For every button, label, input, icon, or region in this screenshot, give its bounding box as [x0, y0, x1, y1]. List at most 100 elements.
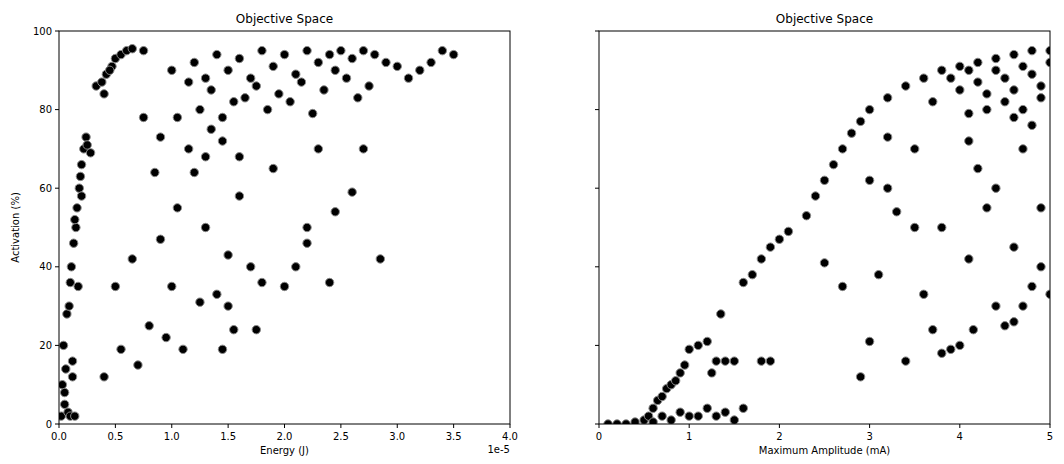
point — [974, 58, 982, 66]
point — [63, 310, 71, 318]
point — [168, 282, 176, 290]
point — [1010, 318, 1018, 326]
point — [314, 58, 322, 66]
point — [196, 105, 204, 113]
point — [275, 90, 283, 98]
point — [911, 223, 919, 231]
point — [802, 212, 810, 220]
point — [65, 302, 73, 310]
point — [376, 255, 384, 263]
point — [100, 373, 108, 381]
point — [757, 255, 765, 263]
x-tick-label: 0.5 — [107, 431, 123, 442]
point — [739, 404, 747, 412]
x-tick — [228, 424, 229, 428]
point — [230, 325, 238, 333]
x-offset-text: 1e-5 — [488, 444, 511, 455]
point — [649, 418, 657, 424]
point — [811, 192, 819, 200]
point — [59, 381, 67, 389]
point — [1037, 82, 1045, 90]
point — [71, 215, 79, 223]
point — [712, 412, 720, 420]
point — [280, 282, 288, 290]
point — [1010, 86, 1018, 94]
point — [292, 263, 300, 271]
point — [83, 141, 91, 149]
point — [956, 341, 964, 349]
point — [354, 94, 362, 102]
point — [739, 278, 747, 286]
x-tick-label: 3.0 — [389, 431, 405, 442]
point — [838, 282, 846, 290]
point — [71, 412, 79, 420]
point — [196, 298, 204, 306]
point — [992, 54, 1000, 62]
point — [235, 153, 243, 161]
point — [865, 105, 873, 113]
point — [680, 361, 688, 369]
point — [67, 263, 75, 271]
point — [184, 78, 192, 86]
point — [235, 192, 243, 200]
point — [676, 408, 684, 416]
point — [348, 54, 356, 62]
point — [218, 345, 226, 353]
point — [658, 392, 666, 400]
point — [325, 50, 333, 58]
point — [1019, 302, 1027, 310]
title: Objective Space — [236, 12, 333, 26]
point — [766, 243, 774, 251]
point — [1001, 74, 1009, 82]
point — [213, 50, 221, 58]
point — [73, 204, 81, 212]
point — [829, 160, 837, 168]
point — [190, 58, 198, 66]
point — [983, 204, 991, 212]
point — [883, 184, 891, 192]
y-tick — [595, 266, 599, 267]
point — [145, 322, 153, 330]
x-tick — [599, 424, 600, 428]
point — [246, 263, 254, 271]
x-tick-label: 2.5 — [333, 431, 349, 442]
point — [218, 137, 226, 145]
point — [969, 325, 977, 333]
x-tick-label: 3 — [866, 431, 872, 442]
y-tick — [595, 424, 599, 425]
point — [60, 388, 68, 396]
point — [717, 310, 725, 318]
point — [128, 44, 136, 52]
point — [77, 160, 85, 168]
point — [992, 184, 1000, 192]
point — [213, 290, 221, 298]
point — [883, 133, 891, 141]
point — [297, 78, 305, 86]
y-tick — [55, 345, 59, 346]
point — [365, 82, 373, 90]
point — [269, 164, 277, 172]
point — [685, 412, 693, 420]
point — [438, 46, 446, 54]
point — [156, 133, 164, 141]
point — [613, 420, 621, 424]
point — [359, 145, 367, 153]
point — [286, 98, 294, 106]
y-tick-label: 60 — [39, 183, 52, 194]
point — [721, 408, 729, 416]
point — [649, 404, 657, 412]
point — [348, 188, 356, 196]
point — [218, 113, 226, 121]
point — [708, 369, 716, 377]
point — [201, 153, 209, 161]
point — [173, 113, 181, 121]
point — [992, 302, 1000, 310]
point — [622, 420, 630, 424]
point — [1010, 243, 1018, 251]
point — [694, 412, 702, 420]
x-tick-label: 1.0 — [164, 431, 180, 442]
point — [82, 133, 90, 141]
point — [69, 239, 77, 247]
point — [1028, 121, 1036, 129]
point — [938, 349, 946, 357]
